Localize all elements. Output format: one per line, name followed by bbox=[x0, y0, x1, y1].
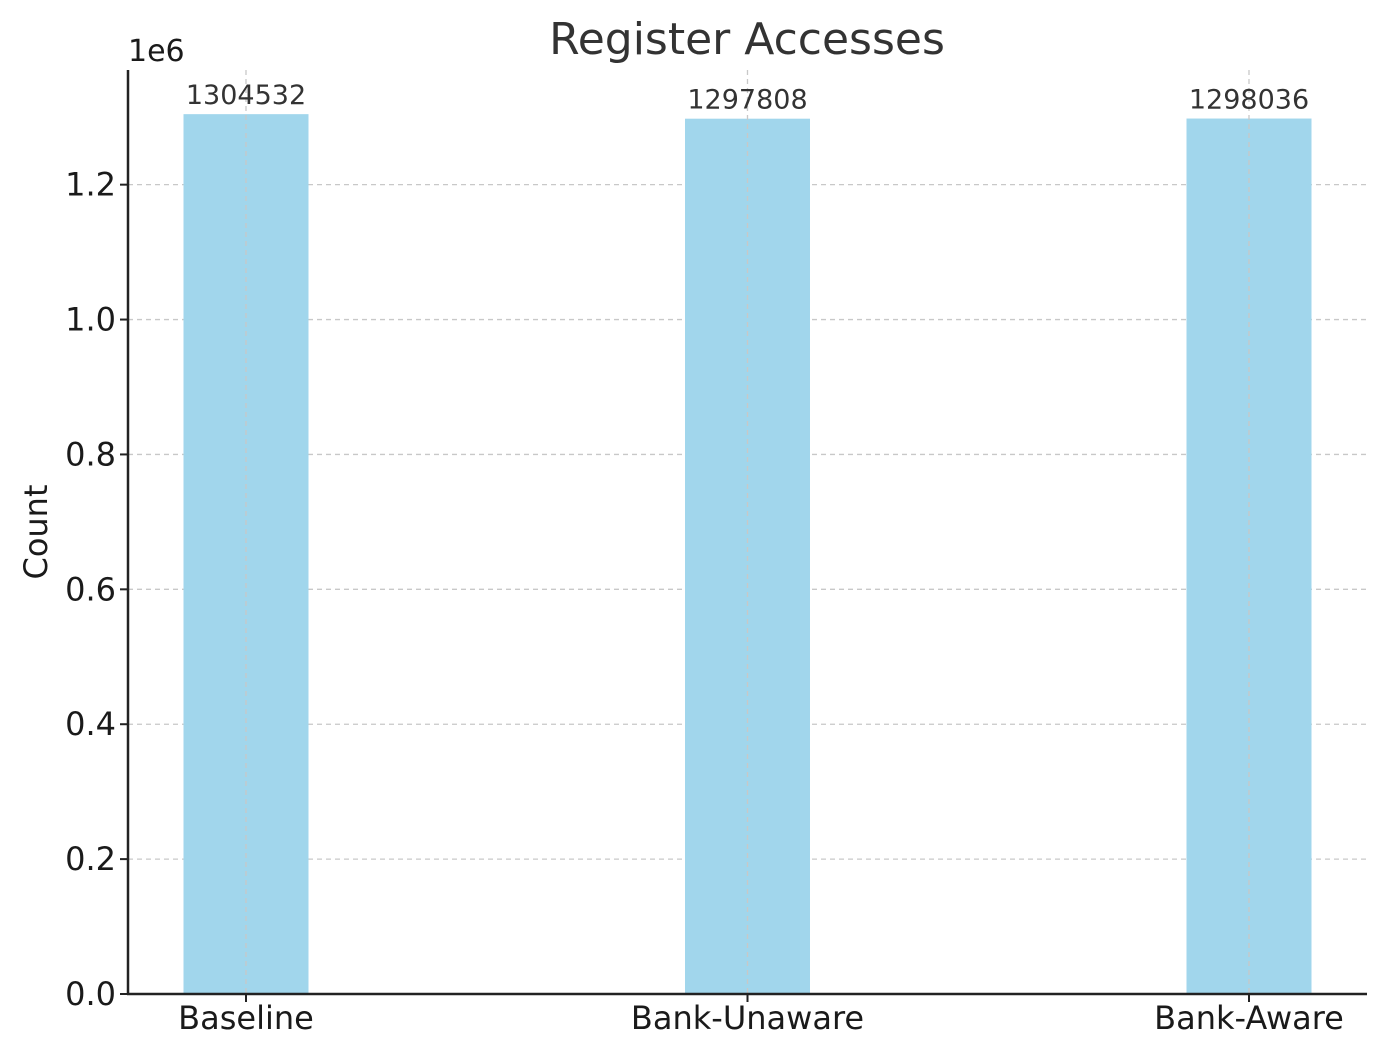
chart-title: Register Accesses bbox=[549, 14, 945, 65]
y-axis-offset-label: 1e6 bbox=[128, 34, 185, 69]
y-tick-label: 1.2 bbox=[65, 166, 116, 204]
x-tick-label: Bank-Aware bbox=[1154, 999, 1344, 1037]
vertical-grid-lines bbox=[245, 70, 1250, 994]
y-tick-label: 0.2 bbox=[65, 840, 116, 878]
bar-value-label: 1304532 bbox=[186, 80, 306, 111]
bar-value-label: 1297808 bbox=[687, 85, 807, 116]
y-tick-label: 0.8 bbox=[65, 435, 116, 473]
y-tick-label: 0.0 bbox=[65, 975, 116, 1013]
ticks: 0.0 0.2 0.4 0.6 0.8 1.0 1.2 Baseline Bank-Unawar… bbox=[65, 166, 1344, 1037]
y-axis-label: Count bbox=[17, 484, 55, 579]
y-tick-label: 0.6 bbox=[65, 570, 116, 608]
y-tick-label: 1.0 bbox=[65, 301, 116, 339]
x-tick-label: Bank-Unaware bbox=[631, 999, 864, 1037]
y-tick-label: 0.4 bbox=[65, 705, 116, 743]
x-tick-label: Baseline bbox=[178, 999, 314, 1037]
bar-value-label: 1298036 bbox=[1189, 85, 1309, 116]
data-labels: 1304532 1297808 1298036 bbox=[186, 80, 1309, 116]
